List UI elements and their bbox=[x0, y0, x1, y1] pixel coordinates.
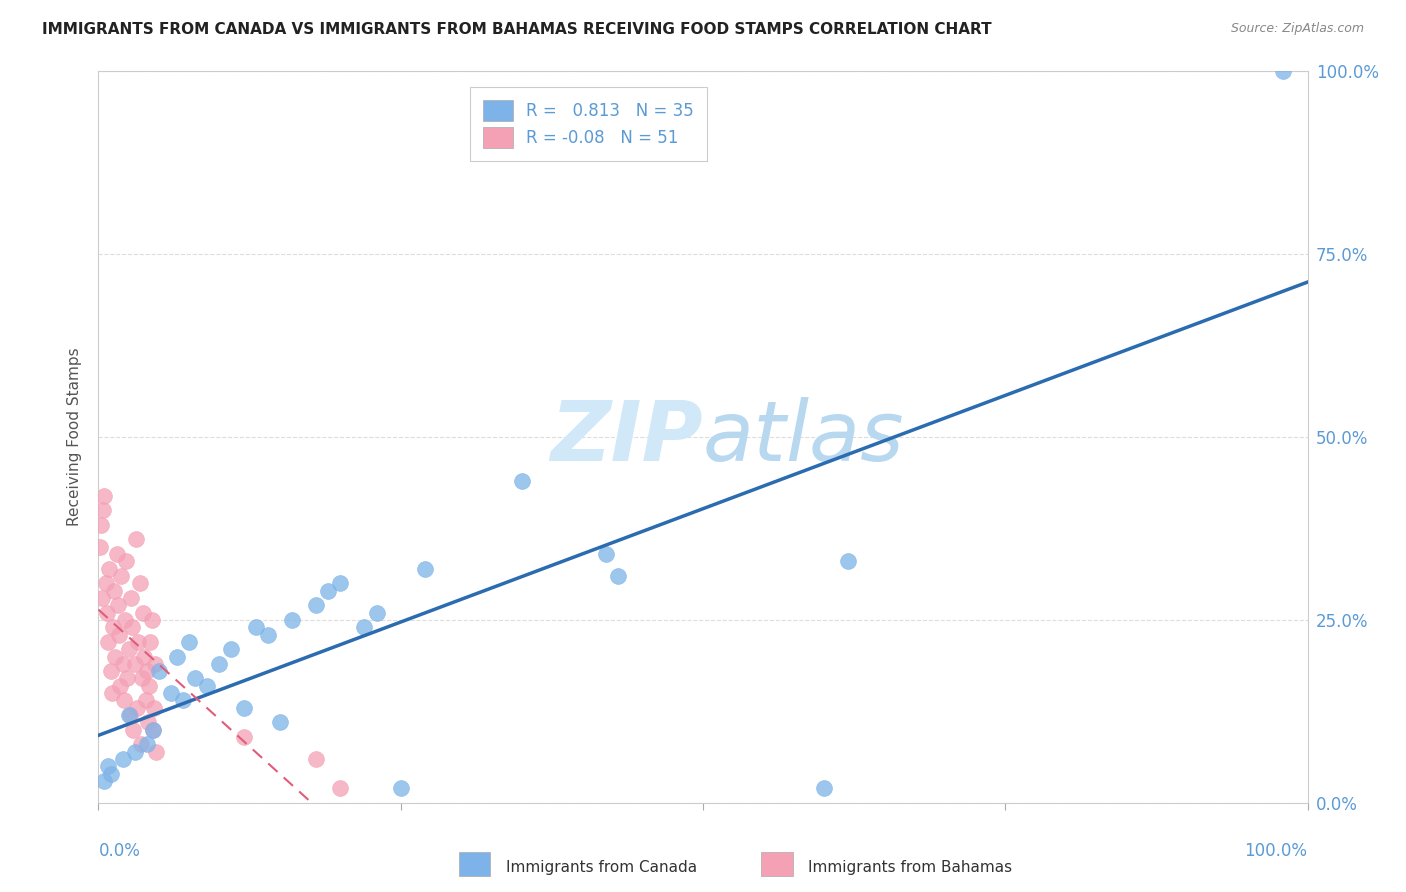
Point bbox=[510, 474, 533, 488]
Point bbox=[103, 583, 125, 598]
Point bbox=[245, 620, 267, 634]
Point bbox=[135, 693, 157, 707]
Text: Immigrants from Bahamas: Immigrants from Bahamas bbox=[808, 860, 1012, 874]
Point bbox=[90, 517, 112, 532]
Point bbox=[93, 489, 115, 503]
Point bbox=[101, 620, 124, 634]
Point bbox=[118, 708, 141, 723]
Point bbox=[108, 679, 131, 693]
Point bbox=[232, 730, 254, 744]
Point bbox=[837, 554, 859, 568]
Point bbox=[221, 642, 243, 657]
Point bbox=[595, 547, 617, 561]
Point bbox=[256, 627, 278, 641]
Point bbox=[366, 606, 388, 620]
Point bbox=[104, 649, 127, 664]
Point bbox=[100, 766, 122, 780]
Text: IMMIGRANTS FROM CANADA VS IMMIGRANTS FROM BAHAMAS RECEIVING FOOD STAMPS CORRELAT: IMMIGRANTS FROM CANADA VS IMMIGRANTS FRO… bbox=[42, 22, 991, 37]
Point bbox=[129, 737, 152, 751]
Point bbox=[98, 562, 121, 576]
Point bbox=[135, 664, 157, 678]
Point bbox=[91, 503, 114, 517]
Point bbox=[111, 752, 134, 766]
Point bbox=[89, 540, 111, 554]
Point bbox=[316, 583, 339, 598]
Y-axis label: Receiving Food Stamps: Receiving Food Stamps bbox=[67, 348, 83, 526]
Point bbox=[208, 657, 231, 671]
Point bbox=[353, 620, 375, 634]
Point bbox=[121, 620, 143, 634]
Point bbox=[607, 569, 630, 583]
Point bbox=[108, 627, 131, 641]
Point bbox=[138, 679, 160, 693]
Point bbox=[114, 613, 136, 627]
Point bbox=[389, 781, 412, 796]
Text: 0.0%: 0.0% bbox=[98, 842, 141, 860]
Text: Source: ZipAtlas.com: Source: ZipAtlas.com bbox=[1230, 22, 1364, 36]
Point bbox=[142, 723, 165, 737]
Point bbox=[134, 649, 156, 664]
Point bbox=[91, 591, 114, 605]
Text: ZIP: ZIP bbox=[550, 397, 703, 477]
Point bbox=[813, 781, 835, 796]
Point bbox=[97, 635, 120, 649]
Point bbox=[179, 635, 201, 649]
Point bbox=[160, 686, 183, 700]
Text: 100.0%: 100.0% bbox=[1244, 842, 1308, 860]
Point bbox=[172, 693, 194, 707]
Point bbox=[122, 723, 145, 737]
Point bbox=[329, 576, 352, 591]
Point bbox=[124, 745, 146, 759]
Point bbox=[1272, 64, 1295, 78]
Point bbox=[96, 606, 118, 620]
Point bbox=[120, 591, 142, 605]
Point bbox=[269, 715, 291, 730]
Point bbox=[128, 576, 150, 591]
Point bbox=[139, 635, 162, 649]
Point bbox=[131, 672, 153, 686]
Point bbox=[100, 664, 122, 678]
Point bbox=[141, 613, 163, 627]
Point bbox=[115, 554, 138, 568]
Point bbox=[305, 599, 328, 613]
Point bbox=[145, 745, 167, 759]
Point bbox=[142, 723, 165, 737]
Point bbox=[117, 672, 139, 686]
Point bbox=[93, 773, 115, 788]
Point bbox=[413, 562, 436, 576]
Point bbox=[232, 700, 254, 714]
Point bbox=[136, 715, 159, 730]
Point bbox=[281, 613, 304, 627]
Point bbox=[127, 700, 149, 714]
Point bbox=[94, 576, 117, 591]
Point bbox=[110, 569, 132, 583]
Point bbox=[143, 700, 166, 714]
Text: Immigrants from Canada: Immigrants from Canada bbox=[506, 860, 697, 874]
Text: atlas: atlas bbox=[703, 397, 904, 477]
Point bbox=[195, 679, 218, 693]
Point bbox=[112, 693, 135, 707]
Point bbox=[166, 649, 188, 664]
Point bbox=[118, 642, 141, 657]
Point bbox=[97, 759, 120, 773]
Point bbox=[118, 708, 141, 723]
Point bbox=[100, 686, 122, 700]
Point bbox=[105, 547, 128, 561]
Point bbox=[107, 599, 129, 613]
Point bbox=[329, 781, 352, 796]
Point bbox=[148, 664, 170, 678]
Point bbox=[132, 606, 155, 620]
Point bbox=[143, 657, 166, 671]
Legend: R =   0.813   N = 35, R = -0.08   N = 51: R = 0.813 N = 35, R = -0.08 N = 51 bbox=[470, 87, 707, 161]
Point bbox=[127, 635, 149, 649]
Point bbox=[124, 657, 146, 671]
Point bbox=[111, 657, 134, 671]
Point bbox=[135, 737, 157, 751]
Point bbox=[305, 752, 328, 766]
Point bbox=[125, 533, 148, 547]
Point bbox=[184, 672, 207, 686]
